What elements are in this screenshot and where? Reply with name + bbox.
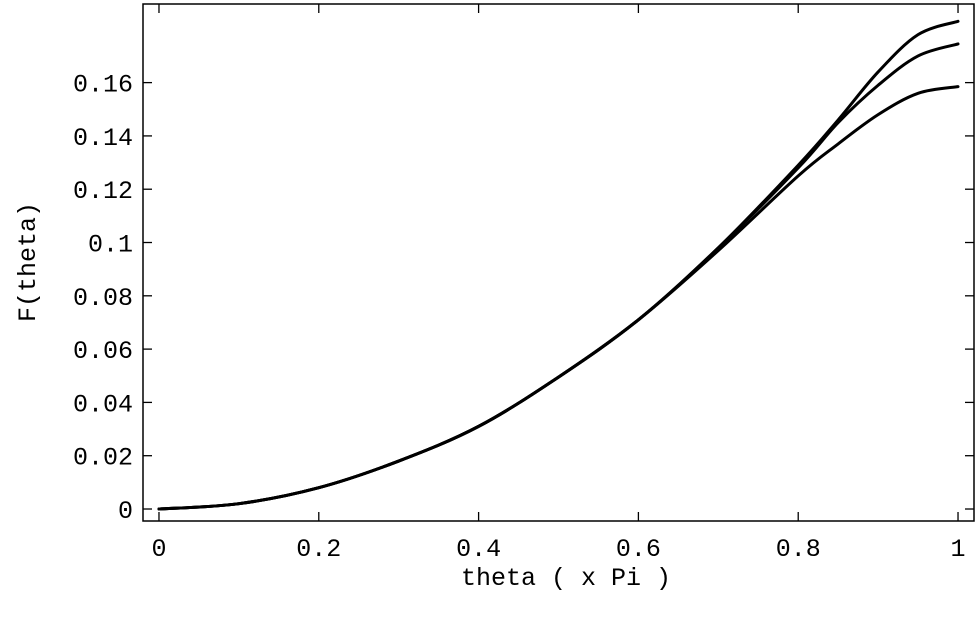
x-axis-title: theta ( x Pi ): [461, 564, 671, 593]
x-tick-label: 0.8: [776, 535, 821, 564]
x-tick-label: 0.6: [616, 535, 661, 564]
y-tick-label: 0.06: [73, 337, 133, 366]
x-tick-label: 0.2: [296, 535, 341, 564]
x-tick-label: 0.4: [456, 535, 501, 564]
series-line-3: [157, 85, 960, 511]
y-tick-label: 0.1: [88, 231, 133, 260]
y-axis-title: F(theta): [14, 202, 43, 322]
y-tick-label: 0.16: [73, 71, 133, 100]
y-tick-label: 0.02: [73, 444, 133, 473]
plot-frame: [142, 3, 975, 522]
x-axis: 0 0.2 0.4 0.6 0.8 1: [151, 4, 966, 564]
x-tick-label: 0: [151, 535, 166, 564]
series-layer: [157, 19, 960, 511]
y-tick-label: 0: [118, 497, 133, 526]
series-line-1: [157, 19, 960, 511]
y-tick-label: 0.08: [73, 284, 133, 313]
x-tick-label: 1: [951, 535, 966, 564]
y-tick-label: 0.04: [73, 390, 133, 419]
series-line-2: [157, 42, 960, 511]
y-tick-label: 0.12: [73, 177, 133, 206]
y-tick-label: 0.14: [73, 124, 133, 153]
y-axis: 0 0.02 0.04 0.06 0.08 0.1 0.12 0.14 0.16: [73, 71, 974, 526]
